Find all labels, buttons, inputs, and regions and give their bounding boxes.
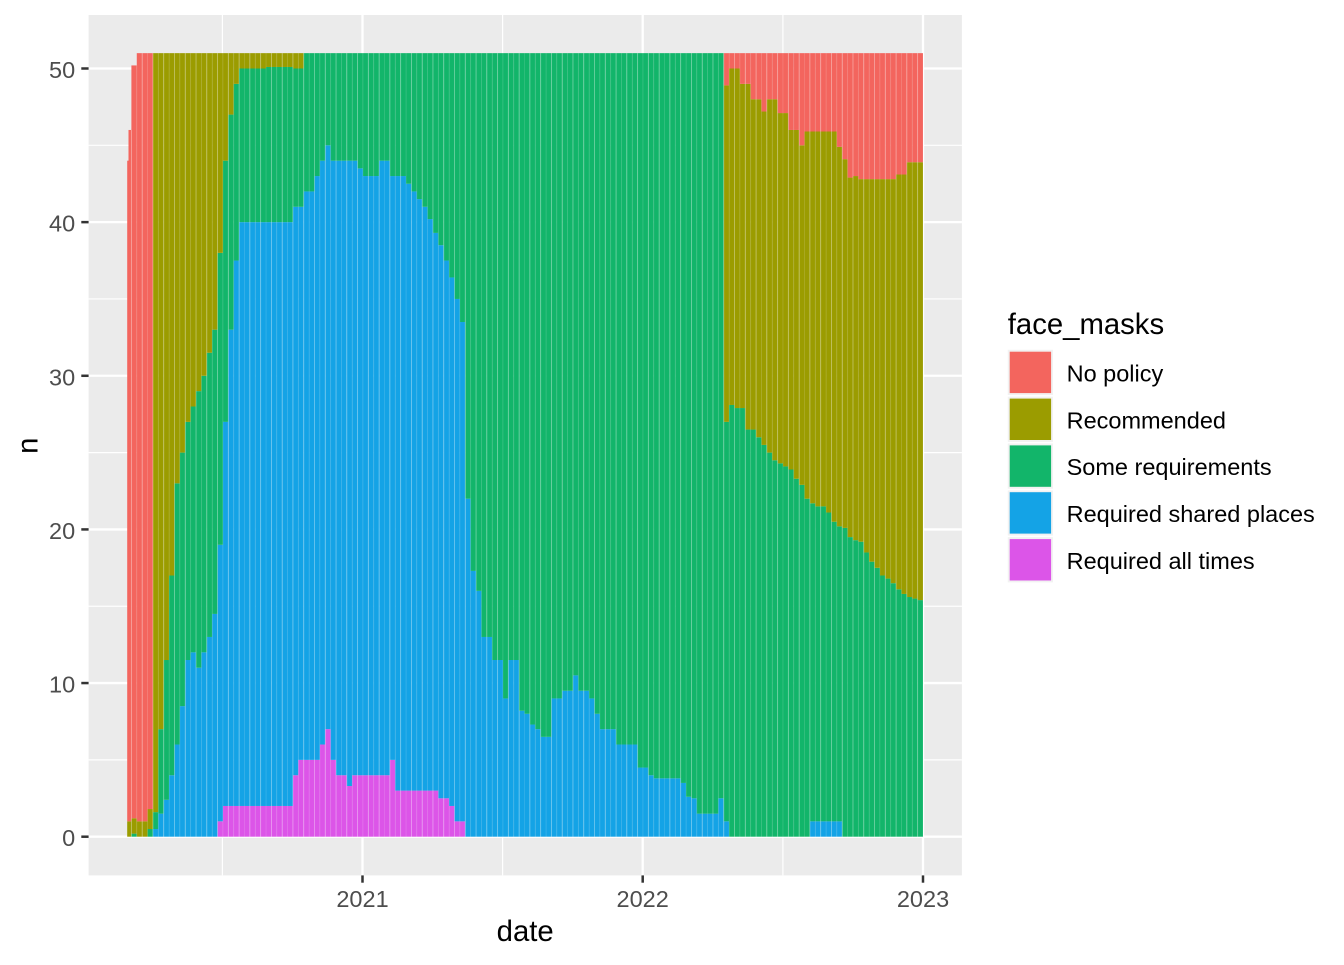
svg-text:Some requirements: Some requirements <box>1067 454 1272 480</box>
svg-text:Recommended: Recommended <box>1067 407 1226 433</box>
svg-text:date: date <box>497 915 554 948</box>
svg-text:2021: 2021 <box>336 886 388 912</box>
svg-text:2022: 2022 <box>617 886 669 912</box>
svg-text:Required shared places: Required shared places <box>1067 501 1315 527</box>
svg-text:face_masks: face_masks <box>1008 308 1164 341</box>
svg-text:30: 30 <box>49 364 75 390</box>
svg-text:2023: 2023 <box>897 886 949 912</box>
svg-text:50: 50 <box>49 57 75 83</box>
svg-text:No policy: No policy <box>1067 360 1164 386</box>
svg-text:0: 0 <box>62 825 75 851</box>
svg-text:Required all times: Required all times <box>1067 548 1255 574</box>
svg-text:20: 20 <box>49 518 75 544</box>
svg-text:40: 40 <box>49 211 75 237</box>
svg-text:n: n <box>12 438 45 454</box>
svg-text:10: 10 <box>49 672 75 698</box>
